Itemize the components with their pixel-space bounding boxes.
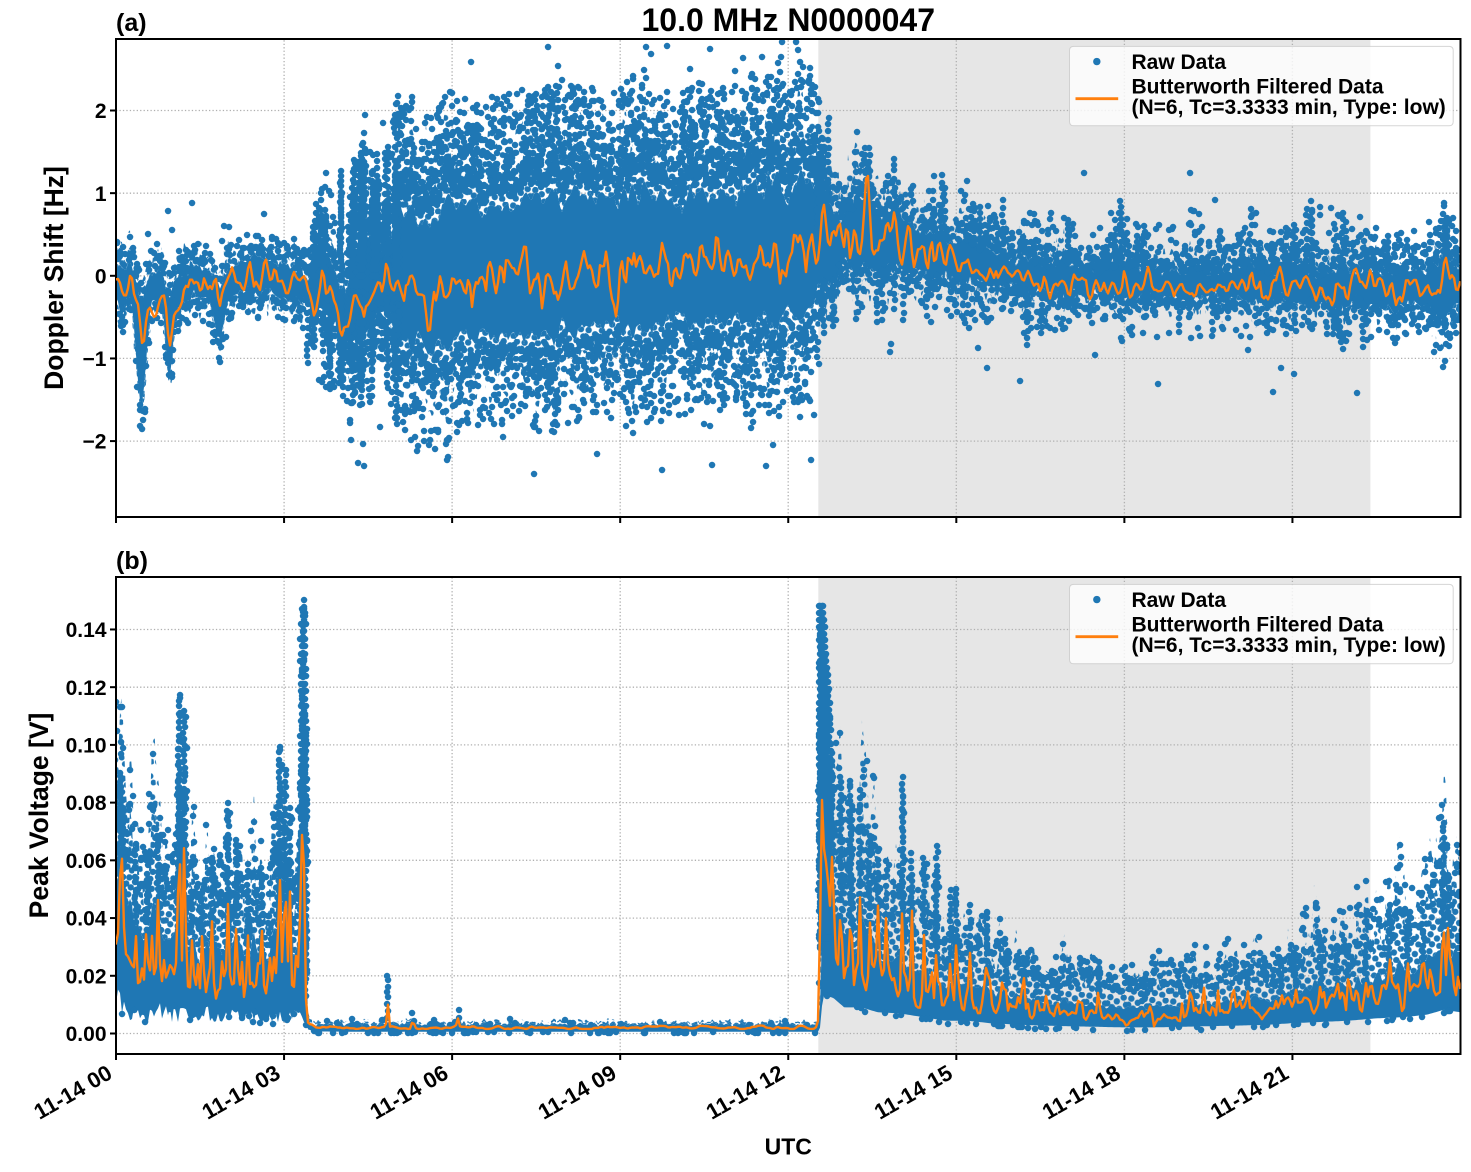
svg-text:−2: −2 (83, 431, 107, 454)
svg-text:0.10: 0.10 (66, 735, 107, 758)
svg-text:Raw Data: Raw Data (1131, 589, 1226, 612)
svg-text:2: 2 (95, 100, 107, 123)
svg-text:UTC: UTC (765, 1134, 812, 1160)
svg-text:0.04: 0.04 (66, 908, 107, 931)
svg-text:Butterworth Filtered Data: Butterworth Filtered Data (1131, 76, 1383, 99)
svg-text:0.02: 0.02 (66, 965, 107, 988)
svg-text:(b): (b) (116, 547, 148, 575)
svg-text:10.0 MHz N0000047: 10.0 MHz N0000047 (641, 2, 935, 38)
svg-text:Butterworth Filtered Data: Butterworth Filtered Data (1131, 614, 1383, 637)
svg-text:1: 1 (95, 183, 107, 206)
svg-text:(a): (a) (116, 9, 147, 37)
svg-text:0.14: 0.14 (66, 619, 107, 642)
svg-text:−1: −1 (83, 348, 107, 371)
svg-text:Raw Data: Raw Data (1131, 51, 1226, 74)
svg-text:0.00: 0.00 (66, 1023, 107, 1046)
svg-text:(N=6, Tc=3.3333 min, Type: low: (N=6, Tc=3.3333 min, Type: low) (1131, 96, 1445, 119)
svg-text:0.08: 0.08 (66, 792, 107, 815)
svg-text:Doppler Shift [Hz]: Doppler Shift [Hz] (39, 166, 69, 390)
svg-text:0: 0 (95, 265, 107, 288)
svg-text:0.06: 0.06 (66, 850, 107, 873)
svg-text:(N=6, Tc=3.3333 min, Type: low: (N=6, Tc=3.3333 min, Type: low) (1131, 634, 1445, 657)
svg-text:0.12: 0.12 (66, 677, 107, 700)
svg-text:Peak Voltage [V]: Peak Voltage [V] (24, 713, 54, 919)
